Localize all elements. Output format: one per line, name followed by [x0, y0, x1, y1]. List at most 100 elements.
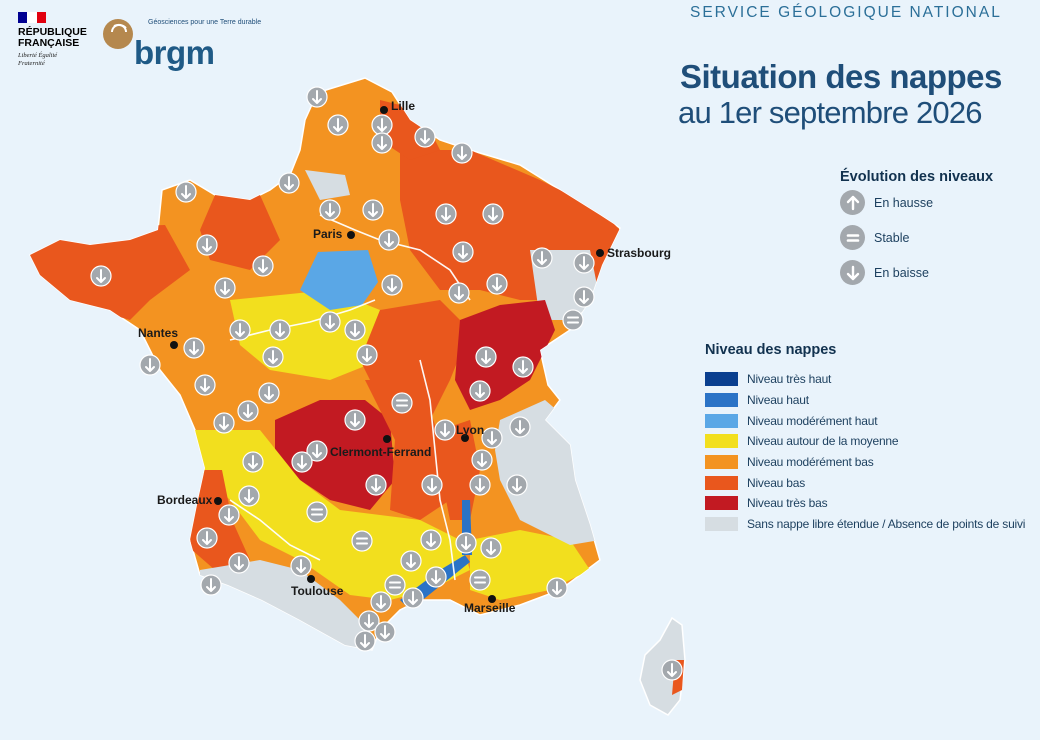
svg-text:Lyon: Lyon: [456, 423, 484, 437]
map-decrease-icon: [455, 532, 477, 554]
legend-niveau-item: Niveau très haut: [705, 369, 1035, 390]
map-decrease-icon: [531, 247, 553, 269]
map-decrease-icon: [90, 265, 112, 287]
map-decrease-icon: [183, 337, 205, 359]
legend-evolution-item-baisse: En baisse: [840, 255, 1040, 290]
legend-swatch: [705, 455, 738, 470]
map-decrease-icon: [356, 344, 378, 366]
map-decrease-icon: [435, 203, 457, 225]
map-evolution-icons: [90, 86, 683, 681]
map-decrease-icon: [365, 474, 387, 496]
map-decrease-icon: [481, 427, 503, 449]
map-decrease-icon: [358, 610, 380, 632]
map-decrease-icon: [378, 229, 400, 251]
republique-motto: Liberté Égalité Fraternité: [18, 52, 58, 67]
map-decrease-icon: [480, 537, 502, 559]
map-decrease-icon: [448, 282, 470, 304]
legend-swatch: [705, 372, 738, 387]
map-decrease-icon: [421, 474, 443, 496]
legend-swatch: [705, 393, 738, 408]
arrow-up-icon: [840, 190, 865, 215]
map-decrease-icon: [506, 474, 528, 496]
french-flag-icon: [18, 12, 46, 23]
legend-niveau-item: Niveau modérément bas: [705, 452, 1035, 473]
city-toulouse: Toulouse: [291, 575, 344, 598]
map-decrease-icon: [278, 172, 300, 194]
map-decrease-icon: [194, 374, 216, 396]
service-label: SERVICE GÉOLOGIQUE NATIONAL: [690, 4, 1002, 21]
region-ardennes-sans: [305, 170, 350, 200]
map-decrease-icon: [319, 199, 341, 221]
legend-evolution-title: Évolution des niveaux: [840, 169, 994, 185]
map-decrease-icon: [402, 587, 424, 609]
map-decrease-icon: [434, 419, 456, 441]
map-decrease-icon: [370, 591, 392, 613]
legend-evolution-label: En baisse: [874, 265, 929, 280]
map-decrease-icon: [420, 529, 442, 551]
city-marseille: Marseille: [464, 595, 516, 615]
map-decrease-icon: [306, 86, 328, 108]
map-decrease-icon: [175, 181, 197, 203]
legend-niveau-label: Niveau bas: [747, 475, 806, 490]
map-stable-icon: [351, 530, 373, 552]
brgm-logo: Géosciences pour une Terre durable brgm: [100, 12, 270, 76]
svg-text:Nantes: Nantes: [138, 326, 178, 340]
map-decrease-icon: [196, 527, 218, 549]
map-decrease-icon: [327, 114, 349, 136]
legend-evolution: Évolution des niveaux En hausse Stable E…: [840, 169, 1040, 290]
legend-swatch: [705, 475, 738, 490]
legend-evolution-label: Stable: [874, 230, 910, 245]
city-lyon: Lyon: [456, 423, 484, 442]
map-decrease-icon: [237, 400, 259, 422]
rivers: [229, 214, 471, 581]
legend-evolution-label: En hausse: [874, 195, 934, 210]
svg-text:Toulouse: Toulouse: [291, 584, 344, 598]
page-title: Situation des nappes: [680, 58, 1002, 95]
map-decrease-icon: [228, 552, 250, 574]
legend-niveau-label: Niveau modérément bas: [747, 455, 874, 470]
legend-niveau-item: Sans nappe libre étendue / Absence de po…: [705, 514, 1035, 535]
map-decrease-icon: [512, 356, 534, 378]
map-decrease-icon: [139, 354, 161, 376]
republique-francaise-name: RÉPUBLIQUE FRANÇAISE: [18, 26, 87, 49]
brgm-tagline: Géosciences pour une Terre durable: [148, 19, 262, 26]
map-decrease-icon: [344, 409, 366, 431]
map-stable-icon: [384, 574, 406, 596]
map-decrease-icon: [400, 550, 422, 572]
region-pyrenees-sans: [200, 560, 370, 650]
legend-niveau-label: Niveau modérément haut: [747, 413, 878, 428]
map-decrease-icon: [425, 566, 447, 588]
map-decrease-icon: [319, 311, 341, 333]
map-decrease-icon: [661, 659, 683, 681]
legend-niveau-item: Niveau autour de la moyenne: [705, 431, 1035, 452]
svg-text:Lille: Lille: [391, 99, 415, 113]
city-paris: Paris: [313, 227, 355, 241]
map-decrease-icon: [252, 255, 274, 277]
equals-icon: [840, 225, 865, 250]
map-decrease-icon: [344, 319, 366, 341]
map-stable-icon: [469, 569, 491, 591]
map-decrease-icon: [269, 319, 291, 341]
brgm-wordmark: brgm: [134, 34, 215, 71]
legend-evolution-item-stable: Stable: [840, 220, 1040, 255]
legend-niveau-label: Sans nappe libre étendue / Absence de po…: [747, 517, 1026, 532]
legend-niveau-label: Niveau haut: [747, 393, 809, 408]
map-decrease-icon: [306, 440, 328, 462]
region-paris-modhaut: [300, 250, 378, 310]
svg-text:Bordeaux: Bordeaux: [157, 493, 213, 507]
region-rhone-bas: [440, 420, 480, 520]
map-decrease-icon: [486, 273, 508, 295]
map-decrease-icon: [451, 142, 473, 164]
map-decrease-icon: [258, 382, 280, 404]
legend-niveau-item: Niveau très bas: [705, 493, 1035, 514]
region-massifcentral-tresbas: [275, 400, 395, 510]
city-strasbourg: Strasbourg: [596, 246, 671, 260]
map-decrease-icon: [238, 485, 260, 507]
map-decrease-icon: [509, 416, 531, 438]
map-decrease-icon: [452, 241, 474, 263]
map-decrease-icon: [200, 574, 222, 596]
republique-francaise-logo: RÉPUBLIQUE FRANÇAISE Liberté Égalité Fra…: [18, 12, 108, 67]
map-decrease-icon: [546, 577, 568, 599]
map-stable-icon: [391, 392, 413, 414]
svg-text:Paris: Paris: [313, 227, 343, 241]
